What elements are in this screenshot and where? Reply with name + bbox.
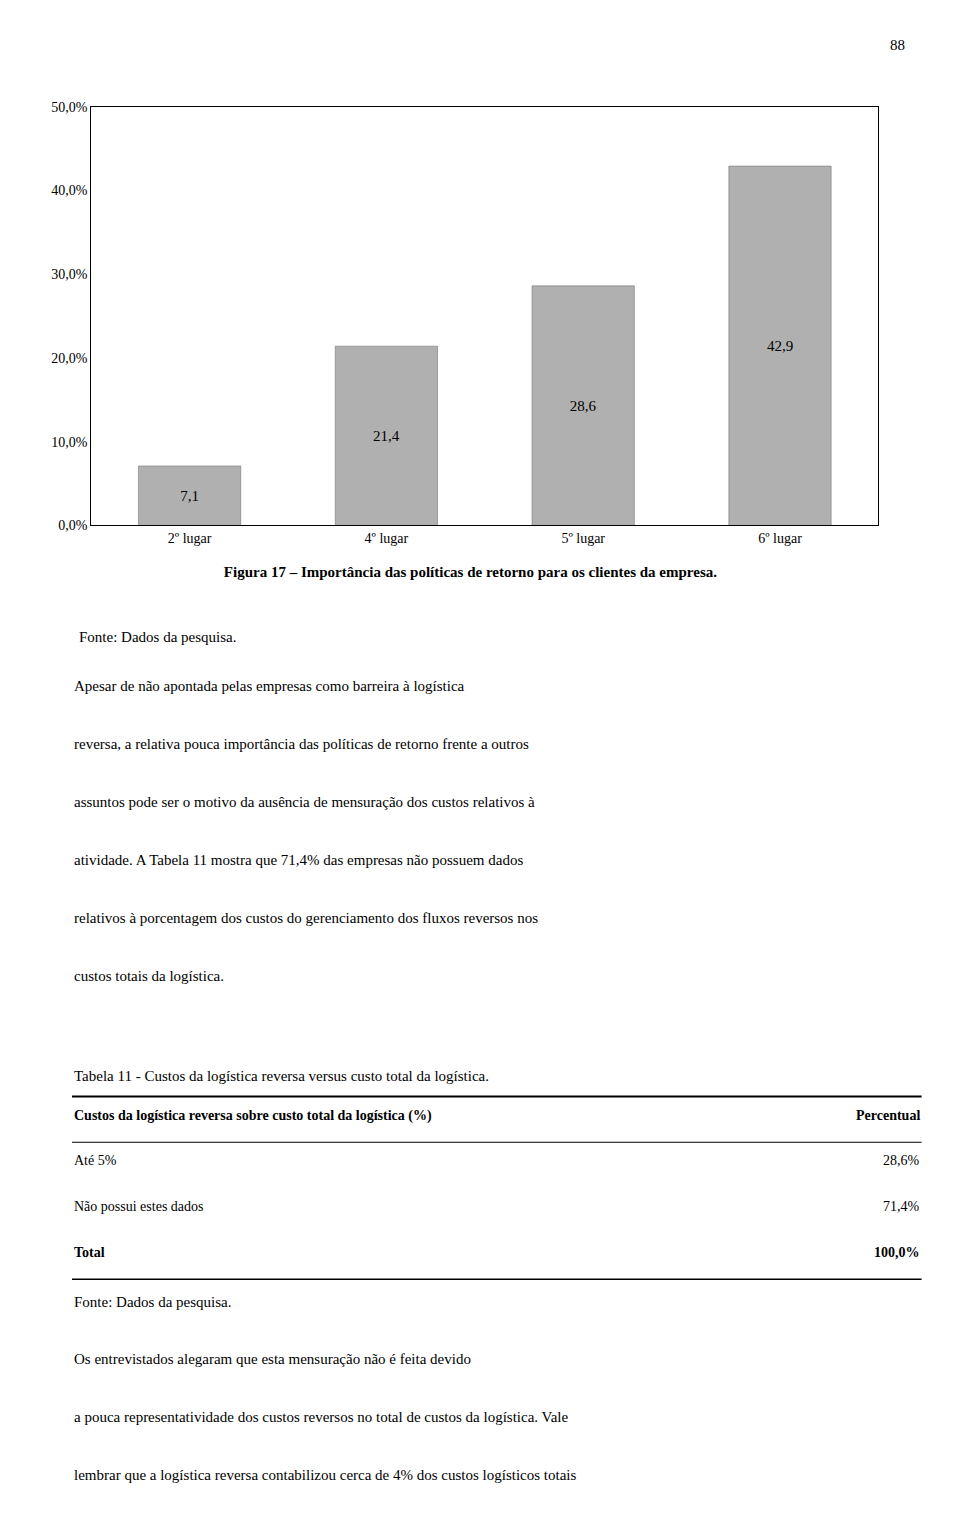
svg-text:Os entrevistados alegaram que: Os entrevistados alegaram que esta mensu… xyxy=(74,1351,471,1367)
svg-text:30,0%: 30,0% xyxy=(51,267,88,282)
svg-text:28,6%: 28,6% xyxy=(883,1153,920,1168)
svg-text:Fonte: Dados da pesquisa.: Fonte: Dados da pesquisa. xyxy=(74,1294,231,1310)
svg-text:lembrar que a logística revers: lembrar que a logística reversa contabil… xyxy=(74,1467,577,1483)
svg-text:reversa, a relativa pouca impo: reversa, a relativa pouca importância da… xyxy=(74,736,529,752)
svg-text:a pouca representatividade dos: a pouca representatividade dos custos re… xyxy=(74,1409,569,1425)
svg-text:40,0%: 40,0% xyxy=(51,183,88,198)
svg-text:Total: Total xyxy=(74,1245,105,1260)
svg-text:50,0%: 50,0% xyxy=(51,100,88,115)
svg-text:2º lugar: 2º lugar xyxy=(168,531,212,546)
svg-text:Figura 17 – Importância das po: Figura 17 – Importância das políticas de… xyxy=(224,564,717,580)
svg-text:Percentual: Percentual xyxy=(856,1108,920,1123)
svg-text:atividade. A Tabela 11 mostra: atividade. A Tabela 11 mostra que 71,4% … xyxy=(74,852,523,868)
svg-text:20,0%: 20,0% xyxy=(51,351,88,366)
svg-text:Custos da logística reversa so: Custos da logística reversa sobre custo … xyxy=(74,1108,432,1124)
svg-text:21,4: 21,4 xyxy=(373,428,400,444)
svg-text:7,1: 7,1 xyxy=(180,488,199,504)
svg-text:71,4%: 71,4% xyxy=(883,1199,920,1214)
svg-text:custos totais da logística.: custos totais da logística. xyxy=(74,968,224,984)
svg-text:0,0%: 0,0% xyxy=(58,518,88,533)
svg-text:4º lugar: 4º lugar xyxy=(365,531,409,546)
svg-text:relativos à porcentagem dos cu: relativos à porcentagem dos custos do ge… xyxy=(74,910,538,926)
svg-text:10,0%: 10,0% xyxy=(51,435,88,450)
svg-text:5º lugar: 5º lugar xyxy=(561,531,605,546)
svg-text:Não possui estes dados: Não possui estes dados xyxy=(74,1199,204,1214)
svg-text:100,0%: 100,0% xyxy=(874,1245,920,1260)
svg-text:Até 5%: Até 5% xyxy=(74,1153,117,1168)
svg-text:assuntos pode ser o motivo da: assuntos pode ser o motivo da ausência d… xyxy=(74,794,535,810)
svg-text:42,9: 42,9 xyxy=(767,338,793,354)
svg-text:6º lugar: 6º lugar xyxy=(758,531,802,546)
svg-text:Apesar de não apontada pelas e: Apesar de não apontada pelas empresas co… xyxy=(74,678,465,694)
svg-text:88: 88 xyxy=(890,37,905,53)
svg-text:28,6: 28,6 xyxy=(570,398,597,414)
svg-text:Fonte: Dados da pesquisa.: Fonte: Dados da pesquisa. xyxy=(79,629,236,645)
svg-text:Tabela 11 - Custos da logístic: Tabela 11 - Custos da logística reversa … xyxy=(74,1068,489,1084)
